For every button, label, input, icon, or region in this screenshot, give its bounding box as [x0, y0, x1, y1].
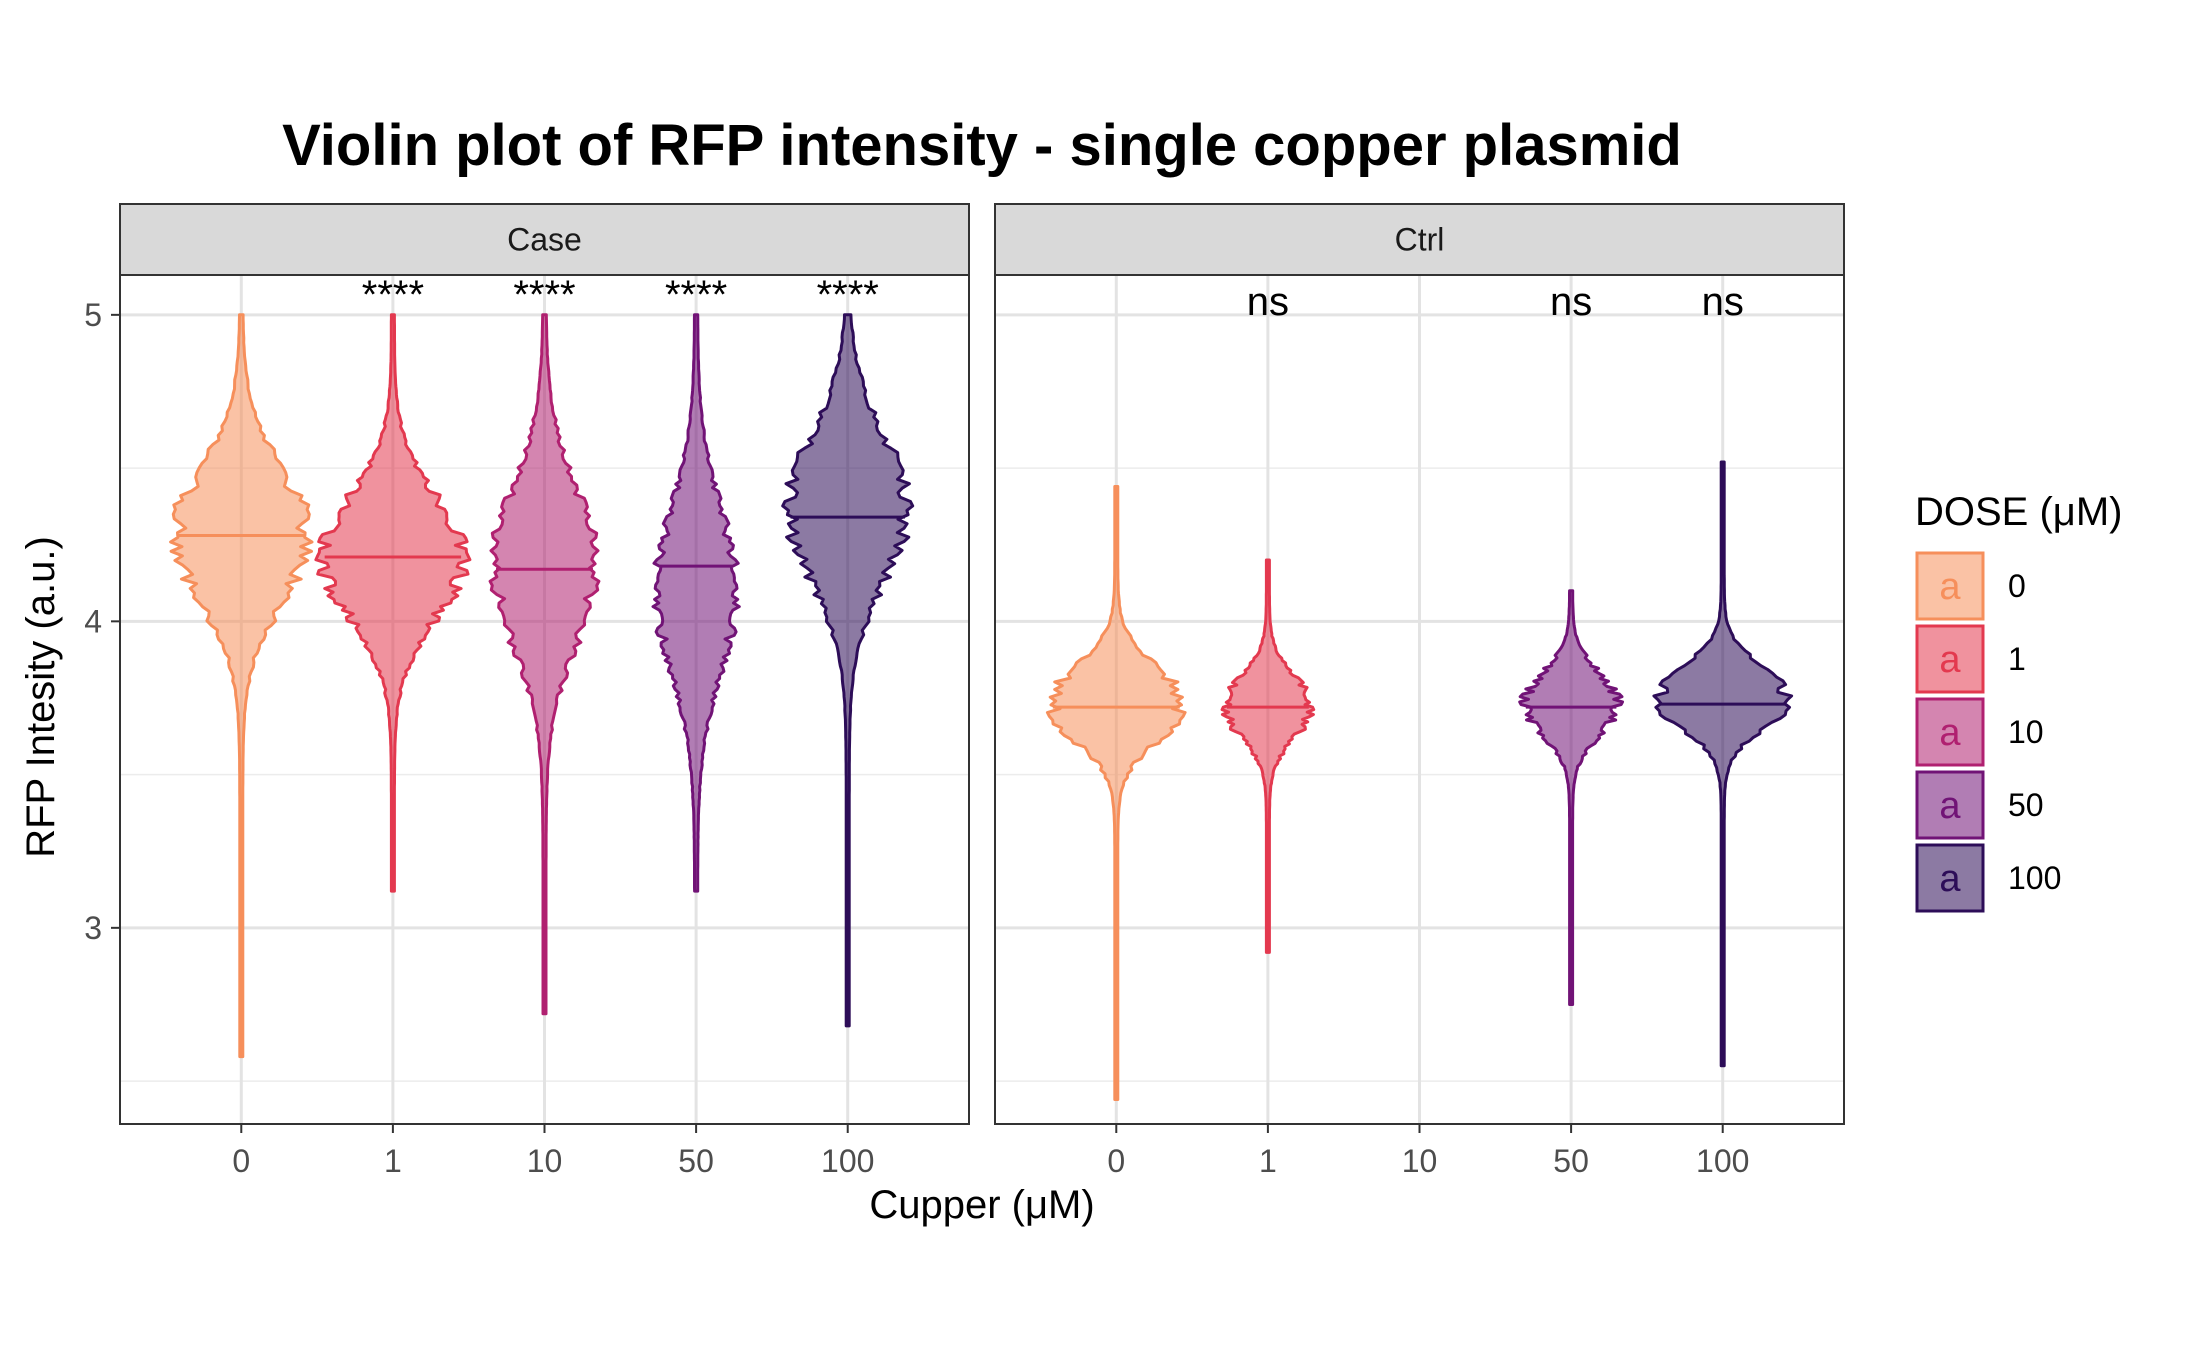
violin-body [1652, 460, 1794, 1068]
significance-label: **** [665, 273, 727, 317]
legend-key [1915, 624, 1985, 694]
x-tick-label: 1 [1259, 1143, 1277, 1179]
legend-label: 100 [2008, 860, 2061, 896]
violin-ctrl-100: ns [1652, 280, 1794, 1068]
x-tick-label: 50 [678, 1143, 714, 1179]
significance-label: **** [362, 273, 424, 317]
legend-key-glyph: a [1939, 566, 1961, 608]
violin-body [1220, 558, 1316, 954]
violin-case-100: **** [781, 273, 915, 1028]
violin-body [1045, 485, 1187, 1101]
legend-label: 0 [2008, 568, 2026, 604]
violin-case-50: **** [651, 273, 741, 893]
violin-body [314, 313, 472, 893]
violin-case-0 [169, 313, 314, 1059]
violin-ctrl-0 [1045, 485, 1187, 1101]
legend-item-100: a 100 [1915, 843, 2061, 913]
violin-ctrl-50: ns [1518, 280, 1624, 1006]
significance-label: **** [513, 273, 575, 317]
legend-item-10: a 10 [1915, 697, 2044, 767]
violin-body [1518, 589, 1624, 1006]
legend-key-glyph: a [1939, 639, 1961, 681]
violin-body [651, 313, 741, 893]
legend-key [1915, 843, 1985, 913]
y-tick-label: 3 [84, 910, 102, 946]
facet-panel-case: **** **** **** **** Case 0 1 10 50 100 3 4 5 [84, 203, 970, 1179]
legend-item-50: a 50 [1915, 770, 2044, 840]
y-tick-label: 4 [84, 603, 102, 639]
x-tick-label: 1 [384, 1143, 402, 1179]
violin-case-10: **** [488, 273, 601, 1016]
facet-panel-ctrl: ns ns ns Ctrl 0 1 10 50 100 [994, 203, 1845, 1179]
facet-strip-label: Ctrl [1395, 222, 1445, 258]
significance-label: ns [1247, 280, 1289, 324]
facet-strip-label: Case [507, 222, 582, 258]
x-tick-label: 10 [1402, 1143, 1438, 1179]
violin-body [781, 313, 915, 1028]
legend-key [1915, 770, 1985, 840]
x-tick-label: 100 [1696, 1143, 1749, 1179]
legend-key [1915, 551, 1985, 621]
x-tick-label: 0 [232, 1143, 250, 1179]
legend-key-glyph: a [1939, 712, 1961, 754]
x-tick-label: 0 [1107, 1143, 1125, 1179]
violin-body [488, 313, 601, 1016]
chart-title: Violin plot of RFP intensity - single co… [282, 113, 1682, 178]
legend-key-glyph: a [1939, 858, 1961, 900]
y-tick-label: 5 [84, 297, 102, 333]
legend: DOSE (μM) a 0a 1a 10a 50a 100 [1915, 490, 2122, 913]
x-tick-label: 50 [1553, 1143, 1589, 1179]
x-tick-label: 100 [821, 1143, 874, 1179]
violin-body [169, 313, 314, 1059]
violin-case-1: **** [314, 273, 472, 893]
legend-key [1915, 697, 1985, 767]
legend-key-glyph: a [1939, 785, 1961, 827]
x-tick-label: 10 [527, 1143, 563, 1179]
significance-label: **** [817, 273, 879, 317]
facet-strip [119, 203, 970, 276]
y-axis-title: RFP Intesity (a.u.) [19, 536, 63, 858]
violin-ctrl-1: ns [1220, 280, 1316, 954]
significance-label: ns [1702, 280, 1744, 324]
significance-label: ns [1550, 280, 1592, 324]
x-axis-title: Cupper (μM) [869, 1183, 1094, 1227]
legend-label: 1 [2008, 641, 2026, 677]
legend-label: 10 [2008, 714, 2044, 750]
facet-strip [994, 203, 1845, 276]
legend-title: DOSE (μM) [1915, 490, 2122, 534]
legend-label: 50 [2008, 787, 2044, 823]
